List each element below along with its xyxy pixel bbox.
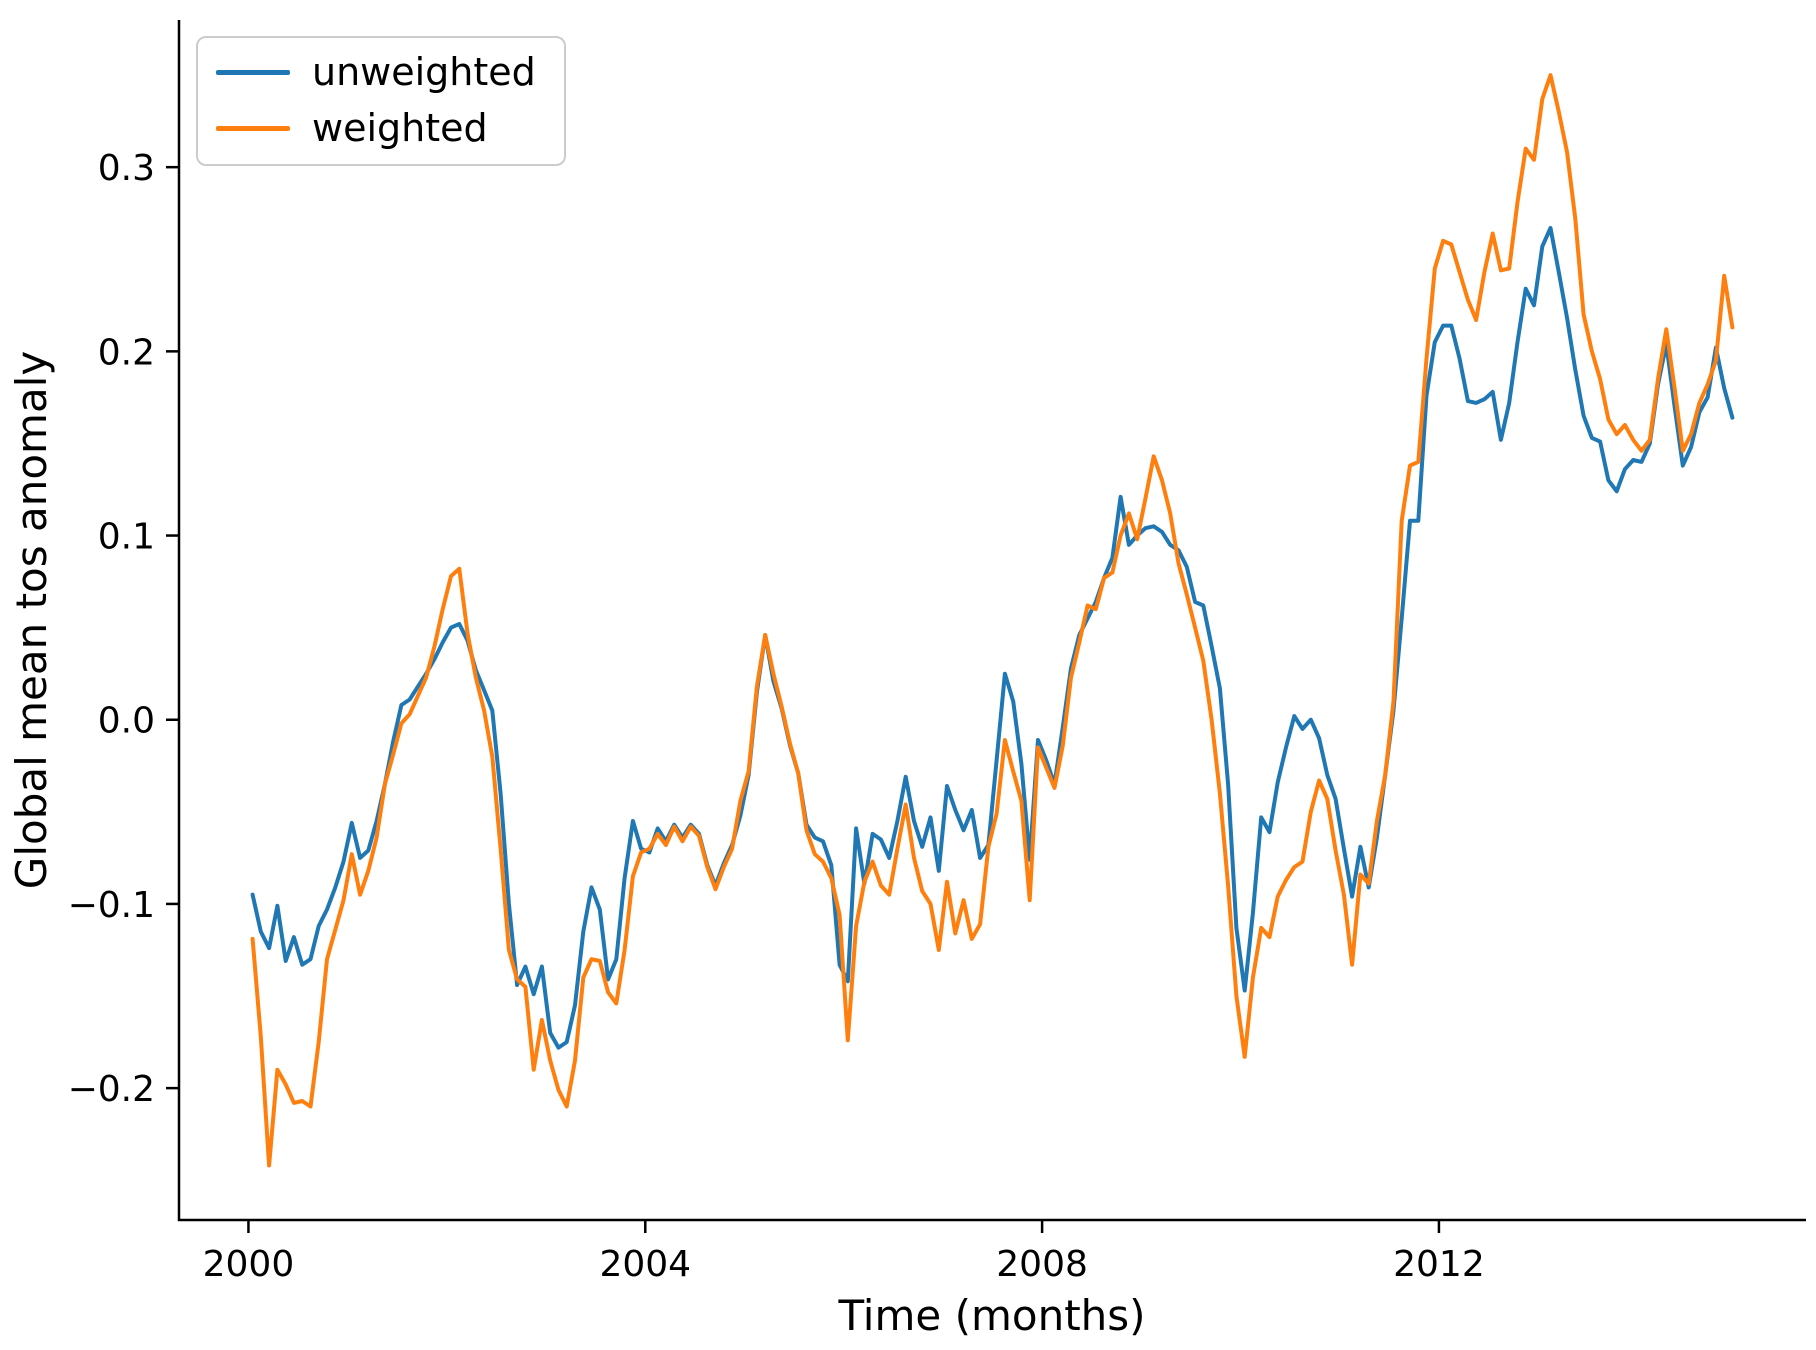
x-tick-label: 2008: [996, 1244, 1088, 1285]
legend-label-unweighted: unweighted: [312, 50, 536, 94]
legend: unweighted weighted: [196, 36, 566, 166]
unweighted-line-swatch: [216, 70, 290, 76]
y-tick-label: −0.2: [68, 1069, 155, 1110]
x-axis-label: Time (months): [837, 1291, 1145, 1340]
weighted-line: [250, 73, 1735, 1168]
unweighted-line: [250, 226, 1735, 1050]
x-tick-label: 2004: [599, 1244, 691, 1285]
x-tick-label: 2012: [1393, 1244, 1485, 1285]
axes-spines: [177, 20, 1806, 1222]
weighted-line-swatch: [216, 126, 290, 132]
legend-label-weighted: weighted: [312, 105, 488, 150]
y-tick-label: 0.1: [98, 517, 155, 558]
y-tick-label: 0.0: [98, 701, 155, 742]
y-tick-label: −0.1: [68, 885, 155, 926]
y-tick-label: 0.3: [98, 148, 155, 189]
legend-entry-weighted: weighted: [216, 105, 536, 150]
x-tick-label: 2000: [203, 1244, 295, 1285]
legend-entry-unweighted: unweighted: [216, 50, 536, 94]
y-tick-label: 0.2: [98, 332, 155, 373]
y-axis-label: Global mean tos anomaly: [7, 351, 56, 889]
